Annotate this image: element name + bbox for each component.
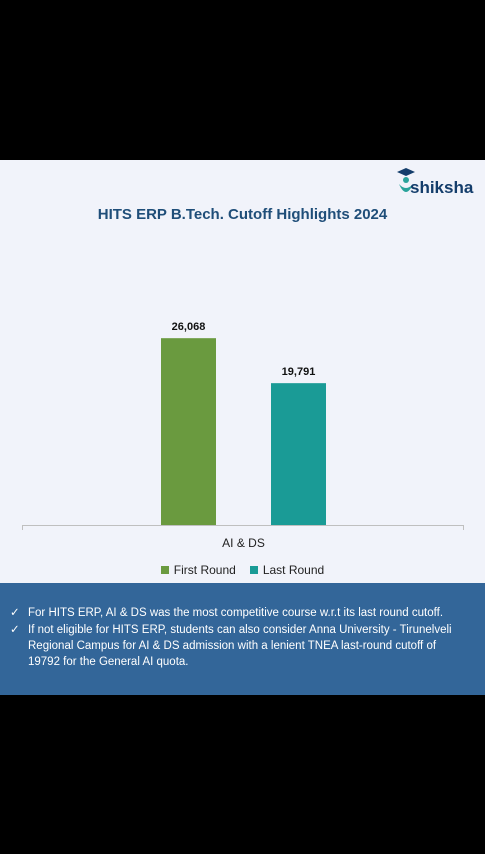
note-text: If not eligible for HITS ERP, students c… xyxy=(28,624,452,668)
checkmark-icon: ✓ xyxy=(10,607,20,619)
chart-title: HITS ERP B.Tech. Cutoff Highlights 2024 xyxy=(97,206,388,223)
bar-last-round xyxy=(271,383,326,525)
note-item: ✓ If not eligible for HITS ERP, students… xyxy=(10,622,471,670)
legend-swatch-last-round xyxy=(249,566,258,574)
bar-chart: 26,068 19,791 AI & DS xyxy=(22,321,464,550)
legend-swatch-first-round xyxy=(160,566,169,574)
note-text: For HITS ERP, AI & DS was the most compe… xyxy=(28,607,444,619)
x-tick-label: AI & DS xyxy=(222,536,265,550)
chart-card xyxy=(0,160,485,583)
graduate-cap-icon xyxy=(397,168,415,192)
shiksha-logo: shiksha xyxy=(396,166,480,200)
data-label: 26,068 xyxy=(172,321,206,333)
note-item: ✓ For HITS ERP, AI & DS was the most com… xyxy=(10,605,471,621)
legend-item-last-round: Last Round xyxy=(249,563,325,577)
bar-first-round xyxy=(161,338,216,525)
chart-legend: First Round Last Round xyxy=(0,563,485,577)
legend-label-first-round: First Round xyxy=(173,563,236,577)
checkmark-icon: ✓ xyxy=(10,624,20,636)
data-label: 19,791 xyxy=(282,366,316,378)
logo-text: shiksha xyxy=(410,178,474,197)
legend-label-last-round: Last Round xyxy=(262,563,325,577)
legend-item-first-round: First Round xyxy=(160,563,236,577)
notes-panel: ✓ For HITS ERP, AI & DS was the most com… xyxy=(0,583,485,695)
